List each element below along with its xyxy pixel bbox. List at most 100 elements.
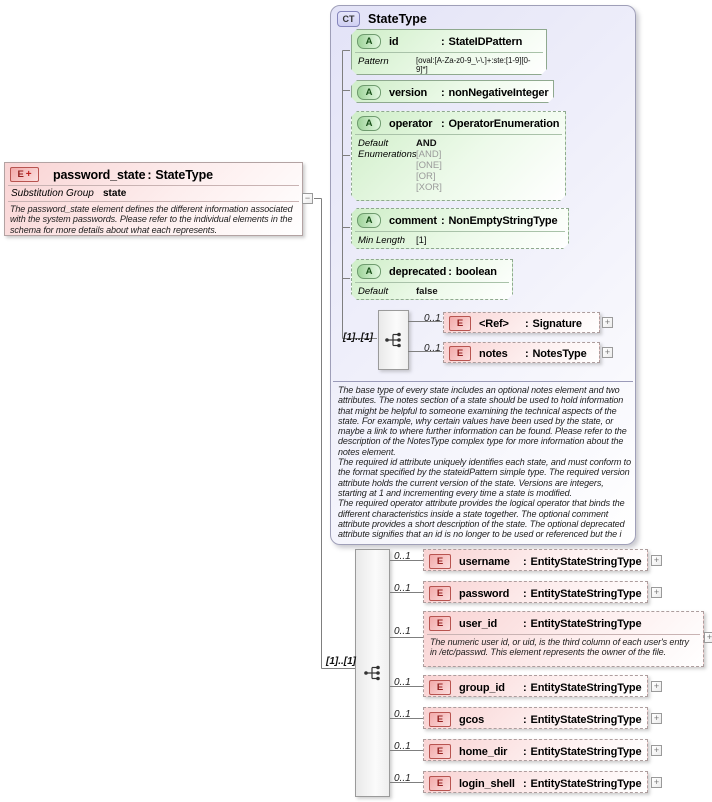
- element-box-gcos[interactable]: E gcos : EntityStateStringType: [423, 707, 648, 729]
- occurs-label: 0..1: [394, 677, 411, 688]
- element-name: password: [459, 587, 510, 600]
- facet-label: Default: [358, 138, 389, 149]
- facet-label: Default: [358, 286, 389, 297]
- expand-icon[interactable]: +: [602, 317, 613, 328]
- expand-icon[interactable]: +: [651, 777, 662, 788]
- element-icon: E: [429, 744, 451, 759]
- attribute-icon: A: [357, 116, 381, 131]
- attribute-box-comment[interactable]: A comment : NonEmptyStringType Min Lengt…: [351, 208, 569, 249]
- attribute-type: boolean: [455, 265, 497, 278]
- facet-value: [1]: [416, 235, 427, 246]
- complex-type-documentation: The base type of every state includes an…: [338, 385, 631, 540]
- attribute-box-id[interactable]: A id : StateIDPattern Pattern [oval:[A-Z…: [351, 29, 547, 75]
- expand-icon[interactable]: +: [704, 632, 712, 643]
- attribute-icon: A: [357, 213, 381, 228]
- complex-type-badge-icon: CT: [337, 11, 360, 27]
- occurs-label: 0..1: [424, 313, 441, 324]
- element-icon: E: [429, 680, 451, 695]
- element-box-user-id[interactable]: E user_id : EntityStateStringType The nu…: [423, 611, 704, 667]
- substitution-group-label: Substitution Group: [11, 188, 94, 199]
- sequence-indicator[interactable]: [378, 310, 409, 370]
- element-type: NotesType: [532, 347, 587, 360]
- element-box-notes[interactable]: E notes : NotesType: [443, 342, 600, 363]
- element-name: home_dir: [459, 745, 508, 758]
- facet-label: Min Length: [358, 235, 406, 246]
- element-box-password[interactable]: E password : EntityStateStringType: [423, 581, 648, 603]
- element-box-home-dir[interactable]: E home_dir : EntityStateStringType: [423, 739, 648, 761]
- facet-value: false: [416, 286, 438, 297]
- occurs-label: 0..1: [394, 741, 411, 752]
- element-icon: E: [429, 554, 451, 569]
- element-name: <Ref>: [479, 317, 509, 330]
- element-annotation: The numeric user id, or uid, is the thir…: [430, 637, 689, 658]
- sequence-icon: [384, 332, 401, 348]
- element-name: login_shell: [459, 777, 515, 790]
- attribute-type: NonEmptyStringType: [448, 214, 558, 227]
- element-icon: E: [429, 776, 451, 791]
- element-type: EntityStateStringType: [530, 681, 642, 694]
- occurs-label: 0..1: [394, 626, 411, 637]
- attribute-icon: A: [357, 85, 381, 100]
- occurs-label: 0..1: [394, 773, 411, 784]
- element-box-password-state[interactable]: E + password_state : StateType Substituti…: [4, 162, 303, 236]
- enumeration-values: [AND] [ONE] [OR] [XOR]: [416, 149, 442, 193]
- element-name: password_state: [53, 167, 146, 182]
- element-type: EntityStateStringType: [530, 587, 642, 600]
- element-box-username[interactable]: E username : EntityStateStringType: [423, 549, 648, 571]
- element-icon: E: [429, 712, 451, 727]
- attribute-type: OperatorEnumeration: [448, 117, 560, 130]
- element-box-login-shell[interactable]: E login_shell : EntityStateStringType: [423, 771, 648, 793]
- sequence-indicator[interactable]: [355, 549, 390, 797]
- attribute-name: comment: [389, 214, 437, 227]
- attribute-icon: A: [357, 264, 381, 279]
- expand-icon[interactable]: +: [651, 745, 662, 756]
- element-type: EntityStateStringType: [530, 777, 642, 790]
- facet-value: [oval:[A-Za-z0-9_\-\.]+:ste:[1-9][0-9]*]: [416, 56, 531, 74]
- attribute-box-deprecated[interactable]: A deprecated : boolean Default false: [351, 259, 513, 300]
- collapse-icon[interactable]: −: [302, 193, 313, 204]
- substitution-group-value[interactable]: state: [103, 188, 127, 199]
- element-type: StateType: [155, 167, 213, 182]
- element-name: user_id: [459, 617, 498, 630]
- attribute-type: nonNegativeInteger: [448, 86, 549, 99]
- element-type: EntityStateStringType: [530, 745, 642, 758]
- element-name: group_id: [459, 681, 505, 694]
- attribute-box-operator[interactable]: A operator : OperatorEnumeration Default…: [351, 111, 566, 201]
- attribute-icon: A: [357, 34, 381, 49]
- expand-icon[interactable]: +: [651, 713, 662, 724]
- element-type: Signature: [532, 317, 583, 330]
- expand-icon[interactable]: +: [651, 587, 662, 598]
- element-box-ref[interactable]: E <Ref> : Signature: [443, 312, 600, 333]
- sequence-icon: [363, 665, 380, 681]
- occurs-label: 0..1: [394, 709, 411, 720]
- facet-label: Enumerations: [358, 149, 417, 160]
- sequence-cardinality: [1]..[1]: [343, 332, 373, 343]
- facet-value: AND: [416, 138, 437, 149]
- expand-icon[interactable]: +: [651, 681, 662, 692]
- attribute-name: id: [389, 35, 399, 48]
- element-name: notes: [479, 347, 508, 360]
- occurs-label: 0..1: [424, 343, 441, 354]
- element-description: The password_state element defines the d…: [10, 204, 293, 235]
- element-plus-icon: E +: [10, 167, 39, 182]
- attribute-name: operator: [389, 117, 433, 130]
- attribute-box-version[interactable]: A version : nonNegativeInteger: [351, 80, 554, 103]
- element-icon: E: [429, 616, 451, 631]
- occurs-label: 0..1: [394, 551, 411, 562]
- element-icon: E: [449, 346, 471, 361]
- occurs-label: 0..1: [394, 583, 411, 594]
- facet-label: Pattern: [358, 56, 389, 67]
- element-box-group-id[interactable]: E group_id : EntityStateStringType: [423, 675, 648, 697]
- expand-icon[interactable]: +: [602, 347, 613, 358]
- expand-icon[interactable]: +: [651, 555, 662, 566]
- complex-type-title: StateType: [368, 12, 427, 26]
- element-type: EntityStateStringType: [530, 713, 642, 726]
- element-icon: E: [429, 586, 451, 601]
- element-type: EntityStateStringType: [530, 617, 642, 630]
- attribute-name: version: [389, 86, 428, 99]
- element-name: username: [459, 555, 510, 568]
- attribute-type: StateIDPattern: [448, 35, 523, 48]
- complex-type-box[interactable]: CT StateType A id : StateIDPattern Patte…: [330, 5, 636, 545]
- element-name: gcos: [459, 713, 485, 726]
